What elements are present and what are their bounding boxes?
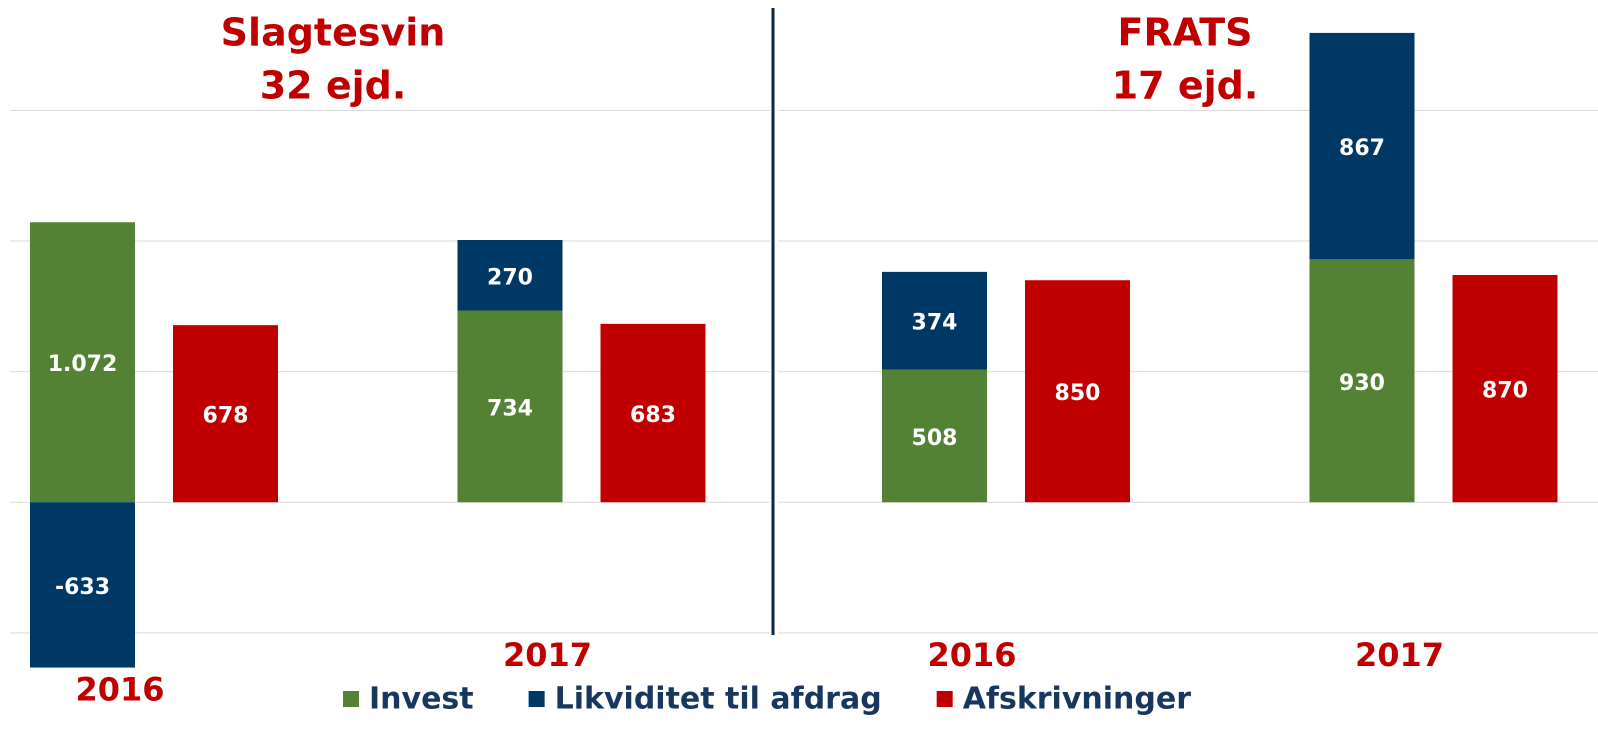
x-tick-label: 2016 bbox=[75, 671, 164, 709]
data-label: 270 bbox=[487, 265, 533, 290]
bar bbox=[457, 240, 563, 311]
data-label: 867 bbox=[1339, 136, 1385, 161]
x-tick-label: 2016 bbox=[927, 636, 1016, 674]
data-label: 374 bbox=[912, 311, 958, 336]
data-label: 870 bbox=[1482, 379, 1528, 404]
data-label: 734 bbox=[487, 396, 533, 421]
bar bbox=[1025, 280, 1130, 503]
data-label: 683 bbox=[630, 403, 676, 428]
panel-title: 17 ejd. bbox=[1112, 64, 1259, 108]
data-label: 508 bbox=[912, 426, 958, 451]
bar bbox=[1309, 259, 1415, 503]
panel-title: Slagtesvin bbox=[221, 11, 446, 55]
bar bbox=[457, 310, 563, 503]
bar bbox=[173, 325, 278, 503]
bar bbox=[30, 502, 135, 668]
bar bbox=[1309, 32, 1415, 260]
data-label: 930 bbox=[1339, 371, 1385, 396]
bar bbox=[30, 222, 135, 503]
bar bbox=[882, 271, 987, 370]
legend-label: Likviditet til afdrag bbox=[555, 682, 882, 717]
legend-swatch bbox=[343, 691, 359, 707]
legend-label: Afskrivninger bbox=[963, 682, 1192, 717]
x-tick-label: 2017 bbox=[503, 636, 592, 674]
bar bbox=[882, 369, 987, 503]
data-label: -633 bbox=[55, 575, 110, 600]
x-tick-label: 2017 bbox=[1355, 636, 1444, 674]
data-label: 850 bbox=[1055, 381, 1101, 406]
data-label: 678 bbox=[203, 404, 249, 429]
data-label: 1.072 bbox=[48, 352, 118, 377]
panel-title: FRATS bbox=[1118, 11, 1253, 55]
bar bbox=[600, 323, 706, 503]
legend-swatch bbox=[936, 691, 953, 707]
legend-label: Invest bbox=[369, 682, 474, 717]
bar bbox=[1452, 275, 1558, 503]
legend-swatch bbox=[528, 691, 545, 707]
panel-title: 32 ejd. bbox=[260, 64, 407, 108]
